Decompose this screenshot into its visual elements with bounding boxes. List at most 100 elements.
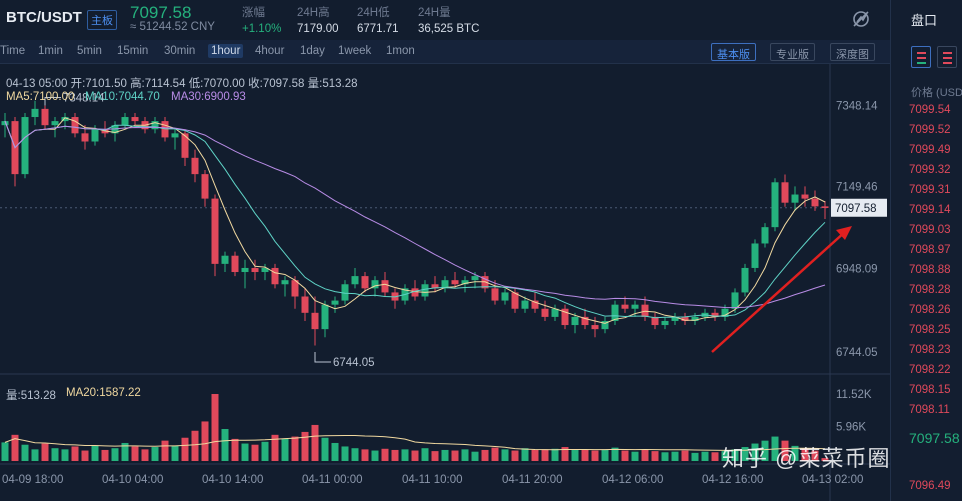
ask-price[interactable]: 7098.25 xyxy=(909,324,951,336)
volume-bar xyxy=(641,449,649,461)
volume-bar xyxy=(721,451,729,461)
candle-body xyxy=(361,276,369,289)
volume-bar xyxy=(71,446,79,461)
ma5-legend: MA5:7100.00 xyxy=(6,91,75,103)
order-book-title: 盘口 xyxy=(911,13,938,28)
candle-body xyxy=(21,117,29,175)
candle-body xyxy=(61,117,69,122)
candle-body xyxy=(341,284,349,301)
volume-bar xyxy=(161,440,169,461)
candle-body xyxy=(351,276,359,285)
interval-5min[interactable]: 5min xyxy=(77,45,102,57)
volume-bar xyxy=(251,444,259,461)
candle-body xyxy=(591,325,599,330)
view-pro-button[interactable]: 专业版 xyxy=(770,43,815,61)
ask-price[interactable]: 7099.52 xyxy=(909,124,951,136)
volume-bar xyxy=(701,451,709,461)
stat-24h-high: 24H高 7179.00 xyxy=(297,4,339,35)
volume-bar xyxy=(471,451,479,461)
volume-bar xyxy=(481,449,489,461)
candle-open: 开:7101.50 xyxy=(70,78,127,90)
volume-bar xyxy=(191,430,199,461)
interval-15min[interactable]: 15min xyxy=(117,45,149,57)
ask-price[interactable]: 7099.49 xyxy=(909,144,951,156)
volume-bar xyxy=(591,450,599,461)
ask-price[interactable]: 7098.15 xyxy=(909,384,951,396)
ask-price[interactable]: 7098.11 xyxy=(909,404,950,416)
ask-price[interactable]: 7099.31 xyxy=(909,184,951,196)
interval-1mon[interactable]: 1mon xyxy=(386,45,415,57)
candlestick-chart[interactable]: 7348.14 7149.46 6948.09 6744.05 7097.58 7348.… xyxy=(0,64,890,501)
high-marker-leader xyxy=(44,97,61,106)
candle-body xyxy=(671,316,679,321)
stat-24h-volume: 24H量 36,525 BTC xyxy=(418,4,479,35)
volume-bar xyxy=(361,449,369,461)
volume-bar xyxy=(301,431,309,461)
volume-bar xyxy=(491,447,499,461)
stat-label: 涨幅 xyxy=(242,7,265,19)
interval-1week[interactable]: 1week xyxy=(338,45,372,57)
interval-30min[interactable]: 30min xyxy=(164,45,196,57)
time-tick-label: 04-12 06:00 xyxy=(602,474,663,486)
low-marker-leader xyxy=(314,351,331,363)
candle-body xyxy=(471,276,479,281)
candle-body xyxy=(661,320,669,326)
book-asks-view-icon[interactable] xyxy=(937,46,957,68)
volume-bar xyxy=(461,449,469,461)
ask-price[interactable]: 7099.54 xyxy=(909,104,951,116)
price-tick-label: 7149.46 xyxy=(836,182,878,194)
time-tick-label: 04-11 00:00 xyxy=(302,474,363,486)
volume-bar xyxy=(401,449,409,461)
candle-body xyxy=(311,312,319,330)
interval-1day[interactable]: 1day xyxy=(300,45,325,57)
ma10-legend: MA10:7044.70 xyxy=(85,91,160,103)
interval-1hour[interactable]: 1hour xyxy=(208,44,244,58)
ask-price[interactable]: 7098.88 xyxy=(909,264,951,276)
interval-1min[interactable]: 1min xyxy=(38,45,63,57)
interval-4hour[interactable]: 4hour xyxy=(255,45,285,57)
ask-price[interactable]: 7098.23 xyxy=(909,344,951,356)
candle-body xyxy=(601,320,609,330)
volume-bar xyxy=(751,443,759,461)
volume-bar xyxy=(61,449,69,461)
volume-bar xyxy=(11,434,19,461)
volume-bar xyxy=(311,424,319,461)
volume-bar xyxy=(711,452,719,461)
ma10-line xyxy=(4,120,826,319)
interval-time[interactable]: Time xyxy=(0,45,26,57)
volume-bar xyxy=(211,394,219,461)
volume-bar xyxy=(341,446,349,461)
pair-name[interactable]: BTC/USDT xyxy=(6,9,82,26)
book-both-view-icon[interactable] xyxy=(911,46,931,68)
candle-body xyxy=(801,194,809,199)
ask-price[interactable]: 7098.97 xyxy=(909,244,951,256)
candle-body xyxy=(551,308,559,317)
ask-price[interactable]: 7099.14 xyxy=(909,204,951,216)
candle-body xyxy=(531,300,539,309)
view-basic-button[interactable]: 基本版 xyxy=(711,43,756,61)
volume-bar xyxy=(671,451,679,461)
candle-body xyxy=(211,198,219,264)
candle-body xyxy=(751,243,759,268)
candle-body xyxy=(501,292,509,301)
volume-bar xyxy=(241,443,249,461)
volume-bar xyxy=(821,458,829,461)
ma30-line xyxy=(4,120,826,309)
time-tick-label: 04-09 18:00 xyxy=(2,474,63,486)
ask-price[interactable]: 7098.28 xyxy=(909,284,951,296)
ask-price[interactable]: 7098.26 xyxy=(909,304,951,316)
ask-price[interactable]: 7098.22 xyxy=(909,364,951,376)
time-tick-label: 04-12 16:00 xyxy=(702,474,763,486)
volume-bar xyxy=(431,451,439,461)
volume-bar xyxy=(281,438,289,461)
ask-price[interactable]: 7099.32 xyxy=(909,164,951,176)
ask-price[interactable]: 7099.03 xyxy=(909,224,951,236)
volume-bar xyxy=(761,440,769,461)
chart-settings-icon[interactable] xyxy=(850,8,872,30)
volume-bar xyxy=(261,441,269,461)
candle-body xyxy=(181,133,189,158)
volume-bar xyxy=(381,448,389,461)
candle-body xyxy=(31,108,39,118)
view-depth-button[interactable]: 深度图 xyxy=(830,43,875,61)
volume-bar xyxy=(91,445,99,461)
